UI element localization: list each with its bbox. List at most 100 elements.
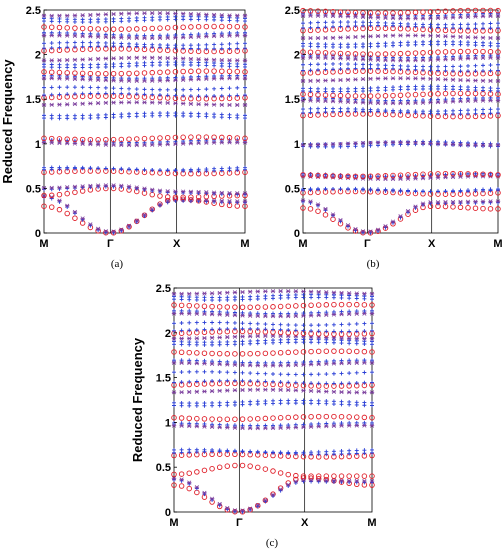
band-marker	[337, 50, 344, 57]
band-marker	[465, 98, 471, 104]
y-tick-label: 0.5	[26, 183, 41, 195]
band-marker	[225, 320, 230, 325]
band-marker	[179, 477, 184, 482]
band-marker	[338, 217, 343, 223]
band-marker	[217, 327, 222, 332]
band-marker	[473, 40, 478, 45]
band-marker	[346, 360, 352, 366]
band-marker	[398, 33, 403, 38]
band-marker	[383, 66, 388, 71]
band-marker	[473, 187, 478, 192]
band-marker	[56, 191, 63, 198]
band-marker	[428, 16, 433, 21]
band-marker	[360, 140, 366, 146]
band-marker	[324, 361, 329, 366]
band-marker	[382, 10, 389, 16]
band-marker	[227, 112, 232, 117]
band-marker	[225, 310, 230, 315]
band-marker	[95, 142, 101, 147]
band-marker	[103, 71, 109, 77]
band-marker	[235, 16, 240, 21]
band-marker	[383, 140, 388, 145]
band-marker	[225, 290, 230, 295]
band-marker	[316, 86, 320, 91]
band-marker	[255, 449, 260, 454]
band-marker	[172, 358, 176, 363]
band-marker	[286, 423, 291, 428]
band-marker	[173, 14, 178, 19]
band-marker	[330, 78, 336, 83]
band-marker	[173, 93, 178, 98]
band-marker	[248, 326, 253, 331]
band-marker	[458, 84, 463, 89]
band-marker	[88, 31, 93, 36]
band-marker	[301, 360, 306, 365]
band-marker	[41, 203, 47, 209]
band-marker	[308, 53, 313, 58]
band-marker	[412, 50, 419, 56]
band-marker	[80, 62, 85, 67]
band-marker	[126, 26, 132, 32]
band-marker	[270, 415, 276, 421]
band-marker	[352, 9, 359, 16]
band-marker	[179, 339, 184, 344]
band-marker	[360, 77, 366, 82]
band-marker	[142, 167, 147, 172]
band-marker	[232, 378, 237, 383]
band-marker	[427, 49, 434, 56]
band-marker	[56, 69, 63, 76]
band-marker	[72, 76, 78, 82]
band-marker	[301, 53, 305, 58]
band-marker	[383, 101, 388, 106]
band-marker	[157, 42, 162, 47]
panel-caption-b: (b)	[367, 258, 380, 270]
band-marker	[473, 56, 478, 61]
band-marker	[324, 292, 329, 297]
band-marker	[370, 400, 374, 405]
band-marker	[157, 60, 162, 65]
band-marker	[331, 290, 337, 295]
band-marker	[255, 334, 260, 339]
band-marker	[442, 8, 449, 14]
band-marker	[472, 7, 479, 14]
band-marker	[301, 110, 305, 115]
band-marker	[232, 334, 238, 339]
band-marker	[436, 97, 440, 102]
band-marker	[80, 17, 85, 22]
band-marker	[331, 186, 335, 191]
band-marker	[142, 76, 147, 81]
band-marker	[480, 171, 486, 177]
band-marker	[322, 8, 329, 15]
band-marker	[331, 358, 336, 363]
band-marker	[339, 381, 344, 386]
band-marker	[79, 136, 86, 143]
band-marker	[171, 471, 177, 478]
band-marker	[65, 30, 70, 35]
band-marker	[369, 390, 375, 395]
band-marker	[346, 42, 350, 47]
band-marker	[227, 199, 232, 204]
band-marker	[375, 15, 381, 20]
band-marker	[286, 311, 291, 316]
band-marker	[127, 61, 132, 66]
band-marker	[202, 309, 207, 314]
band-marker	[308, 313, 314, 318]
band-marker	[368, 229, 373, 234]
band-marker	[308, 110, 313, 115]
band-marker	[473, 171, 478, 176]
band-marker	[339, 293, 344, 298]
band-marker	[187, 480, 192, 485]
band-marker	[96, 91, 101, 96]
band-marker	[323, 106, 328, 111]
band-marker	[360, 57, 366, 62]
band-marker	[488, 107, 493, 112]
band-marker	[309, 398, 314, 403]
x-tick-label: Γ	[236, 517, 243, 529]
band-marker	[172, 68, 179, 75]
band-marker	[217, 425, 222, 430]
band-marker	[179, 421, 184, 426]
band-marker	[232, 508, 238, 515]
band-marker	[226, 23, 233, 30]
band-marker	[224, 463, 231, 469]
band-marker	[488, 68, 493, 73]
